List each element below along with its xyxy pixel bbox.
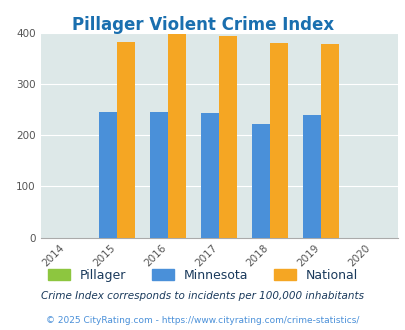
- Bar: [219, 36, 237, 238]
- Text: © 2025 CityRating.com - https://www.cityrating.com/crime-statistics/: © 2025 CityRating.com - https://www.city…: [46, 316, 359, 325]
- Bar: [303, 115, 320, 238]
- Text: Crime Index corresponds to incidents per 100,000 inhabitants: Crime Index corresponds to incidents per…: [41, 291, 364, 301]
- Bar: [117, 42, 135, 238]
- Bar: [201, 113, 219, 238]
- Text: Pillager Violent Crime Index: Pillager Violent Crime Index: [72, 16, 333, 35]
- Bar: [270, 43, 288, 238]
- Bar: [252, 124, 270, 238]
- Bar: [168, 34, 185, 238]
- Bar: [150, 112, 168, 238]
- Bar: [99, 112, 117, 238]
- Bar: [320, 44, 338, 238]
- Legend: Pillager, Minnesota, National: Pillager, Minnesota, National: [43, 264, 362, 287]
